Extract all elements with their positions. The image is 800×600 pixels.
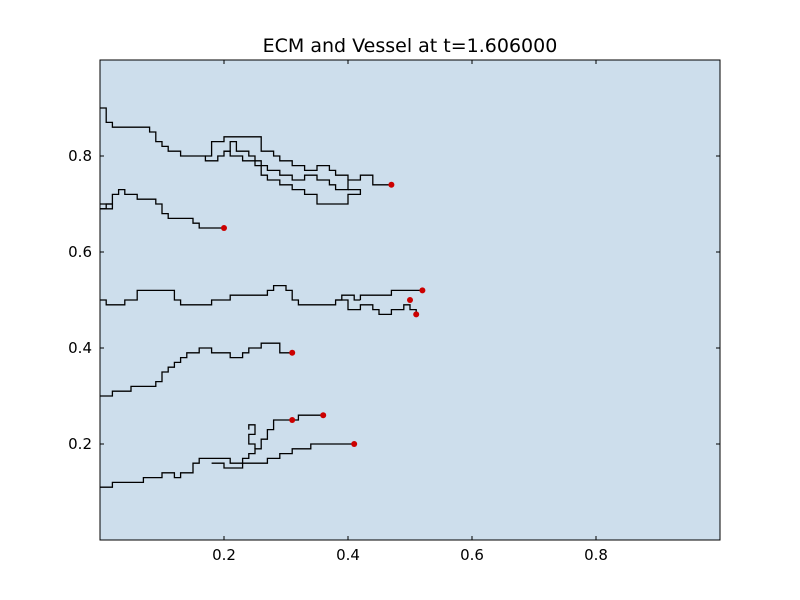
y-tick-label: 0.6 — [68, 243, 92, 261]
vessel-line-12 — [248, 424, 256, 449]
vessel-line-13 — [211, 443, 355, 469]
vessel-line-4 — [100, 188, 224, 229]
tip-point-8 — [289, 417, 296, 423]
tips-layer — [221, 181, 426, 447]
x-tick-label: 0.2 — [212, 546, 236, 564]
vessel-line-1 — [100, 107, 392, 191]
vessel-line-2 — [205, 136, 349, 180]
tip-point-2 — [221, 225, 227, 231]
y-tick-label: 0.4 — [68, 339, 92, 357]
tip-point-4 — [407, 297, 413, 303]
plot-frame — [99, 59, 721, 541]
vessel-line-5 — [100, 203, 114, 210]
vessel-line-3 — [224, 140, 362, 205]
x-tick-label: 0.8 — [584, 546, 608, 564]
axes-layer: 0.2 0.4 0.6 0.8 0.2 0.4 0.6 0.8 — [68, 60, 720, 564]
x-tick-label: 0.4 — [336, 546, 360, 564]
tip-point-3 — [419, 287, 426, 294]
tip-point-5 — [413, 311, 420, 318]
y-tick-label: 0.2 — [68, 435, 92, 453]
tip-point-6 — [289, 349, 296, 356]
vessel-line-7 — [335, 299, 417, 316]
tip-point-7 — [320, 412, 327, 419]
vessel-line-10 — [100, 419, 293, 488]
vessel-line-6 — [100, 284, 361, 306]
x-tick-label: 0.6 — [460, 546, 484, 564]
series-layer — [100, 107, 423, 488]
y-tick-label: 0.8 — [68, 147, 92, 165]
vessel-line-11 — [292, 414, 324, 421]
vessel-line-8 — [359, 289, 423, 300]
tip-point-9 — [351, 441, 358, 447]
vessel-line-9 — [100, 342, 293, 397]
chart-title: ECM and Vessel at t=1.606000 — [263, 35, 558, 57]
tip-point-1 — [388, 181, 395, 188]
